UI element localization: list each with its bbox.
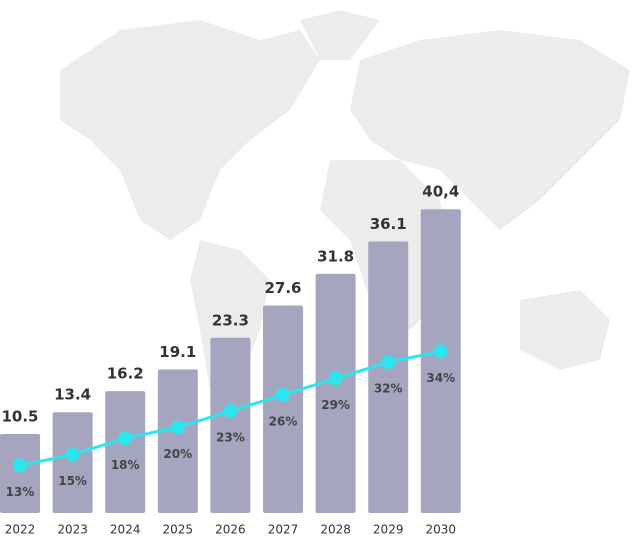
x-tick-label: 2025: [163, 523, 194, 537]
line-point: [65, 447, 80, 462]
line-value-label: 23%: [216, 431, 245, 445]
line-point: [328, 371, 343, 386]
line-value-label: 18%: [111, 458, 140, 472]
bar: [52, 412, 93, 513]
line-value-label: 32%: [374, 382, 403, 396]
bar: [368, 241, 409, 513]
bar: [105, 391, 146, 513]
bar-value-label: 13.4: [54, 386, 91, 404]
x-tick-label: 2029: [373, 523, 404, 537]
x-tick-label: 2027: [268, 523, 299, 537]
line-value-label: 26%: [269, 414, 298, 428]
bar-value-label: 19.1: [159, 343, 196, 361]
x-tick-label: 2026: [215, 523, 246, 537]
line-value-label: 13%: [6, 485, 35, 499]
bar-value-label: 27.6: [264, 279, 301, 297]
line-value-label: 29%: [321, 398, 350, 412]
bar: [157, 369, 198, 513]
bar-value-label: 23.3: [212, 311, 249, 329]
line-value-label: 15%: [58, 474, 87, 488]
bar: [315, 273, 356, 513]
bar: [0, 434, 40, 513]
x-tick-label: 2022: [5, 523, 36, 537]
bar-value-label: 16.2: [107, 365, 144, 383]
line-point: [433, 344, 448, 359]
line-point: [118, 431, 133, 446]
bar-value-label: 40,4: [422, 183, 459, 201]
line-point: [276, 387, 290, 402]
line-point: [223, 404, 238, 419]
bar: [263, 305, 303, 513]
bar-value-label: 10.5: [1, 408, 38, 426]
x-tick-label: 2023: [57, 523, 88, 537]
bar: [210, 337, 251, 513]
x-tick-label: 2028: [320, 523, 351, 537]
line-point: [13, 458, 27, 473]
x-tick-label: 2030: [426, 523, 457, 537]
bar-value-label: 31.8: [317, 247, 354, 265]
line-value-label: 20%: [163, 447, 192, 461]
line-point: [381, 355, 396, 370]
bar-value-label: 36.1: [370, 215, 407, 233]
bar: [420, 209, 461, 513]
line-value-label: 34%: [426, 371, 455, 385]
line-point: [170, 420, 185, 435]
x-tick-label: 2024: [110, 523, 141, 537]
